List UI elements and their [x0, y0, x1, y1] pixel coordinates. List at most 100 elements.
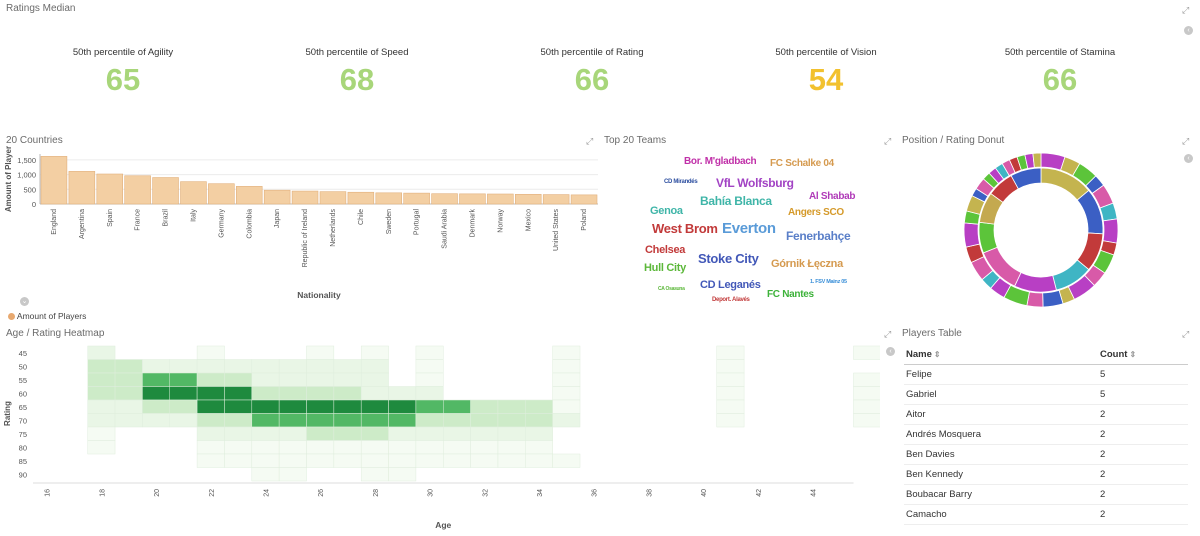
donut-inner-slice[interactable] — [978, 221, 998, 254]
heatmap-cell[interactable] — [87, 372, 116, 387]
team-word[interactable]: Hull City — [644, 262, 686, 274]
heatmap-cell[interactable] — [388, 426, 417, 441]
heatmap-cell[interactable] — [87, 386, 116, 401]
heatmap-cell[interactable] — [716, 359, 745, 374]
heatmap-cell[interactable] — [333, 372, 362, 387]
heatmap-cell[interactable] — [552, 399, 581, 414]
heatmap-cell[interactable] — [415, 426, 444, 441]
heatmap-cell[interactable] — [251, 372, 280, 387]
heatmap-cell[interactable] — [196, 345, 225, 360]
heatmap-cell[interactable] — [360, 467, 389, 482]
heatmap-cell[interactable] — [169, 399, 198, 414]
heatmap-cell[interactable] — [333, 413, 362, 428]
heatmap-cell[interactable] — [251, 453, 280, 468]
heatmap-cell[interactable] — [196, 440, 225, 455]
heatmap-cell[interactable] — [360, 372, 389, 387]
heatmap-cell[interactable] — [278, 359, 307, 374]
heatmap-cell[interactable] — [333, 399, 362, 414]
heatmap-cell[interactable] — [114, 386, 143, 401]
team-word[interactable]: Stoke City — [698, 251, 759, 266]
heatmap-cell[interactable] — [142, 413, 170, 428]
heatmap-cell[interactable] — [853, 413, 881, 428]
chart-legend[interactable]: Amount of Players — [8, 311, 86, 321]
heatmap-cell[interactable] — [196, 453, 225, 468]
heatmap-cell[interactable] — [278, 386, 307, 401]
heatmap-cell[interactable] — [525, 399, 553, 414]
heatmap-cell[interactable] — [853, 345, 881, 360]
heatmap-cell[interactable] — [169, 359, 198, 374]
bar[interactable] — [542, 194, 570, 205]
heatmap-cell[interactable] — [114, 372, 143, 387]
team-word[interactable]: 1. FSV Mainz 05 — [810, 279, 847, 285]
heatmap-cell[interactable] — [470, 453, 499, 468]
heatmap-cell[interactable] — [142, 399, 170, 414]
table-row[interactable]: Camacho 2 — [904, 504, 1188, 525]
heatmap-cell[interactable] — [251, 386, 280, 401]
heatmap-cell[interactable] — [251, 467, 280, 482]
heatmap-cell[interactable] — [360, 359, 389, 374]
heatmap-cell[interactable] — [333, 386, 362, 401]
team-word[interactable]: Górnik Łęczna — [771, 258, 843, 270]
heatmap-cell[interactable] — [278, 453, 307, 468]
team-word[interactable]: FC Schalke 04 — [770, 158, 834, 169]
heatmap-cell[interactable] — [415, 399, 444, 414]
heatmap-cell[interactable] — [251, 440, 280, 455]
heatmap-cell[interactable] — [224, 453, 253, 468]
heatmap-cell[interactable] — [716, 413, 745, 428]
donut-outer-slice[interactable] — [1032, 152, 1042, 168]
heatmap-cell[interactable] — [360, 426, 389, 441]
heatmap-cell[interactable] — [552, 359, 581, 374]
heatmap-cell[interactable] — [716, 386, 745, 401]
heatmap-cell[interactable] — [415, 413, 444, 428]
heatmap-cell[interactable] — [87, 345, 116, 360]
bar[interactable] — [375, 192, 402, 205]
expand-icon[interactable]: ⤢ — [884, 329, 892, 339]
heatmap-cell[interactable] — [853, 386, 881, 401]
heatmap-cell[interactable] — [497, 413, 526, 428]
team-word[interactable]: Bor. M'gladbach — [684, 156, 757, 167]
heatmap-cell[interactable] — [87, 413, 116, 428]
bar[interactable] — [291, 190, 319, 205]
team-word[interactable]: Bahía Blanca — [700, 194, 772, 208]
heatmap-cell[interactable] — [415, 386, 444, 401]
heatmap-cell[interactable] — [278, 413, 307, 428]
heatmap-cell[interactable] — [224, 413, 253, 428]
team-word[interactable]: Chelsea — [645, 244, 686, 256]
bar[interactable] — [124, 175, 151, 205]
heatmap-cell[interactable] — [388, 413, 417, 428]
expand-icon[interactable]: ⤢ — [1182, 136, 1190, 146]
donut-inner-slice[interactable] — [1010, 167, 1042, 190]
heatmap-cell[interactable] — [306, 359, 335, 374]
sort-icon[interactable]: ⇕ — [1129, 350, 1137, 359]
table-row[interactable]: Ben Kennedy 2 — [904, 464, 1188, 485]
heatmap-cell[interactable] — [251, 359, 280, 374]
table-row[interactable]: Felipe 5 — [904, 364, 1188, 385]
heatmap-cell[interactable] — [333, 359, 362, 374]
heatmap-cell[interactable] — [224, 372, 253, 387]
heatmap-cell[interactable] — [306, 413, 335, 428]
table-row[interactable]: Andrés Mosquera 2 — [904, 424, 1188, 445]
heatmap-cell[interactable] — [169, 413, 198, 428]
heatmap-cell[interactable] — [470, 426, 499, 441]
heatmap-cell[interactable] — [415, 372, 444, 387]
chevron-left-icon[interactable]: ‹ — [1184, 154, 1193, 163]
table-row[interactable]: Aitor 2 — [904, 404, 1188, 425]
heatmap-cell[interactable] — [853, 372, 881, 387]
heatmap-cell[interactable] — [114, 413, 143, 428]
heatmap-cell[interactable] — [114, 399, 143, 414]
heatmap-cell[interactable] — [525, 440, 553, 455]
heatmap-cell[interactable] — [224, 399, 253, 414]
donut-outer-slice[interactable] — [1042, 289, 1064, 308]
heatmap-cell[interactable] — [360, 345, 389, 360]
heatmap-cell[interactable] — [443, 426, 471, 441]
heatmap-cell[interactable] — [224, 426, 253, 441]
table-row[interactable]: Boubacar Barry 2 — [904, 484, 1188, 505]
heatmap-cell[interactable] — [306, 386, 335, 401]
heatmap-cell[interactable] — [251, 413, 280, 428]
heatmap-cell[interactable] — [470, 440, 499, 455]
heatmap-cell[interactable] — [716, 372, 745, 387]
heatmap-cell[interactable] — [278, 399, 307, 414]
heatmap-cell[interactable] — [552, 413, 581, 428]
bar[interactable] — [208, 183, 235, 205]
heatmap-cell[interactable] — [388, 399, 417, 414]
